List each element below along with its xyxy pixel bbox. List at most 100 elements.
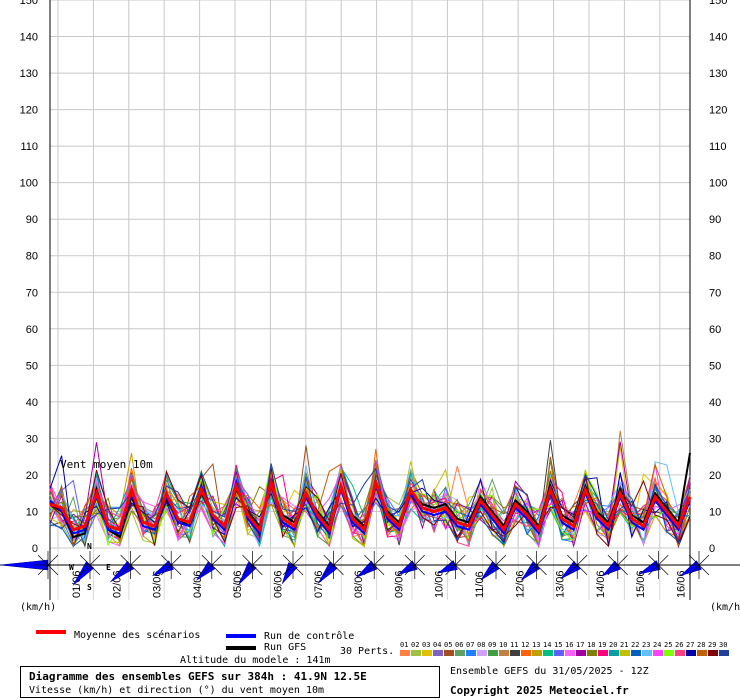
perturbation-number: 28 — [697, 641, 706, 649]
x-axis-ticks: 01/06 02/06 03/06 04/06 05/06 06/06 07/06 08/06… — [71, 570, 688, 598]
perturbation-number: 23 — [642, 641, 651, 649]
compass-spoke — [242, 554, 253, 566]
wind-arrow — [638, 560, 661, 575]
perturbation-number: 01 — [400, 641, 409, 649]
compass-spoke — [648, 564, 659, 576]
gfs-swatch — [226, 646, 256, 650]
footer-title: Diagramme des ensembles GEFS sur 384h : … — [29, 670, 367, 683]
y-tick-label-left: 60 — [26, 324, 38, 336]
perturbation-line — [49, 463, 691, 545]
y-tick-label-right: 120 — [709, 105, 727, 117]
perturbation-swatch — [631, 650, 641, 656]
perturbation-number: 25 — [664, 641, 673, 649]
y-tick-label-left: 30 — [26, 433, 38, 445]
perturbation-swatch — [642, 650, 652, 656]
perturbation-swatch — [697, 650, 707, 656]
compass-spoke — [414, 564, 425, 576]
compass-spoke — [252, 564, 263, 576]
perturbation-swatch — [708, 650, 718, 656]
compass-spoke — [47, 564, 59, 576]
perturbation-swatch — [554, 650, 564, 656]
y-tick-label-left: 150 — [20, 0, 38, 7]
perturbation-number: 24 — [653, 641, 662, 649]
compass-spoke — [607, 564, 619, 576]
compass-spoke — [333, 564, 344, 576]
perturbation-swatch — [477, 650, 487, 656]
mean-label: Moyenne des scénarios — [74, 630, 201, 641]
compass-spoke — [698, 564, 710, 576]
y-tick-label-right: 90 — [709, 214, 721, 226]
perturbation-number: 26 — [675, 641, 684, 649]
perturbation-swatch — [543, 650, 553, 656]
y-tick-label-left: 10 — [26, 506, 38, 518]
y-tick-label-left: 140 — [20, 32, 38, 44]
compass-spoke — [617, 554, 628, 566]
y-tick-label-right: 80 — [709, 251, 721, 263]
perturbation-number: 15 — [554, 641, 563, 649]
compass-spoke — [445, 554, 456, 566]
mean-swatch — [36, 630, 66, 634]
compass-spoke — [648, 554, 659, 566]
compass-spoke — [252, 554, 263, 566]
perturbation-swatch — [686, 650, 696, 656]
perturbation-number: 21 — [620, 641, 629, 649]
compass-spoke — [161, 564, 172, 576]
perturbation-number: 27 — [686, 641, 695, 649]
compass-letter: W — [69, 563, 74, 572]
compass-letter: E — [106, 563, 111, 572]
compass-spoke — [404, 564, 416, 576]
y-tick-label-left: 110 — [20, 141, 38, 153]
y-tick-label-left: 80 — [26, 251, 38, 263]
y-tick-label-left: 70 — [26, 287, 38, 299]
perturbation-number: 07 — [466, 641, 475, 649]
compass-spoke — [576, 564, 588, 576]
compass-spoke — [79, 564, 91, 576]
x-tick-label: 08/06 — [353, 570, 365, 598]
perturbation-swatch — [444, 650, 454, 656]
unit-left: (km/h) — [20, 602, 56, 613]
compass-spoke — [567, 564, 578, 576]
compass-spoke — [211, 554, 222, 566]
compass-spoke — [455, 554, 466, 566]
compass-letter: S — [87, 583, 92, 592]
perturbation-swatch — [488, 650, 498, 656]
perturbation-number: 11 — [510, 641, 519, 649]
compass-spoke — [526, 564, 537, 576]
compass-spoke — [698, 554, 710, 566]
y-tick-label-left: 40 — [26, 397, 38, 409]
compass-spoke — [333, 554, 344, 566]
control-swatch — [226, 634, 256, 638]
compass-spoke — [79, 554, 91, 566]
wind-direction-strip: N S E W — [0, 542, 713, 592]
y-tick-label-right: 140 — [709, 32, 727, 44]
perturbation-swatch — [664, 650, 674, 656]
x-tick-label: 06/06 — [273, 570, 285, 598]
y-tick-label-right: 20 — [709, 470, 721, 482]
compass-spoke — [373, 554, 385, 566]
perturbation-number: 10 — [499, 641, 508, 649]
perturbation-swatch — [510, 650, 520, 656]
compass-spoke — [688, 554, 700, 566]
y-tick-label-left: 0 — [32, 543, 38, 555]
perturbation-number: 18 — [587, 641, 596, 649]
perturbation-swatch — [598, 650, 608, 656]
y-tick-label-left: 120 — [20, 105, 38, 117]
compass-spoke — [211, 564, 222, 576]
y-tick-label-right: 150 — [709, 0, 727, 7]
perturbation-swatch — [653, 650, 663, 656]
compass-spoke — [201, 564, 213, 576]
y-tick-label-right: 100 — [709, 178, 727, 190]
compass-spoke — [617, 564, 628, 576]
compass-spoke — [364, 564, 375, 576]
compass-spoke — [37, 554, 49, 566]
perturbation-number: 20 — [609, 641, 618, 649]
panel-label: Vent moyen 10m — [60, 458, 153, 471]
x-tick-label: 09/06 — [393, 570, 405, 598]
perts-label: 30 Perts. — [340, 646, 395, 657]
main-series — [49, 452, 692, 539]
y-tick-label-right: 130 — [709, 68, 727, 80]
x-tick-label: 15/06 — [635, 570, 647, 598]
perturbation-number: 14 — [543, 641, 552, 649]
perturbation-swatch — [587, 650, 597, 656]
